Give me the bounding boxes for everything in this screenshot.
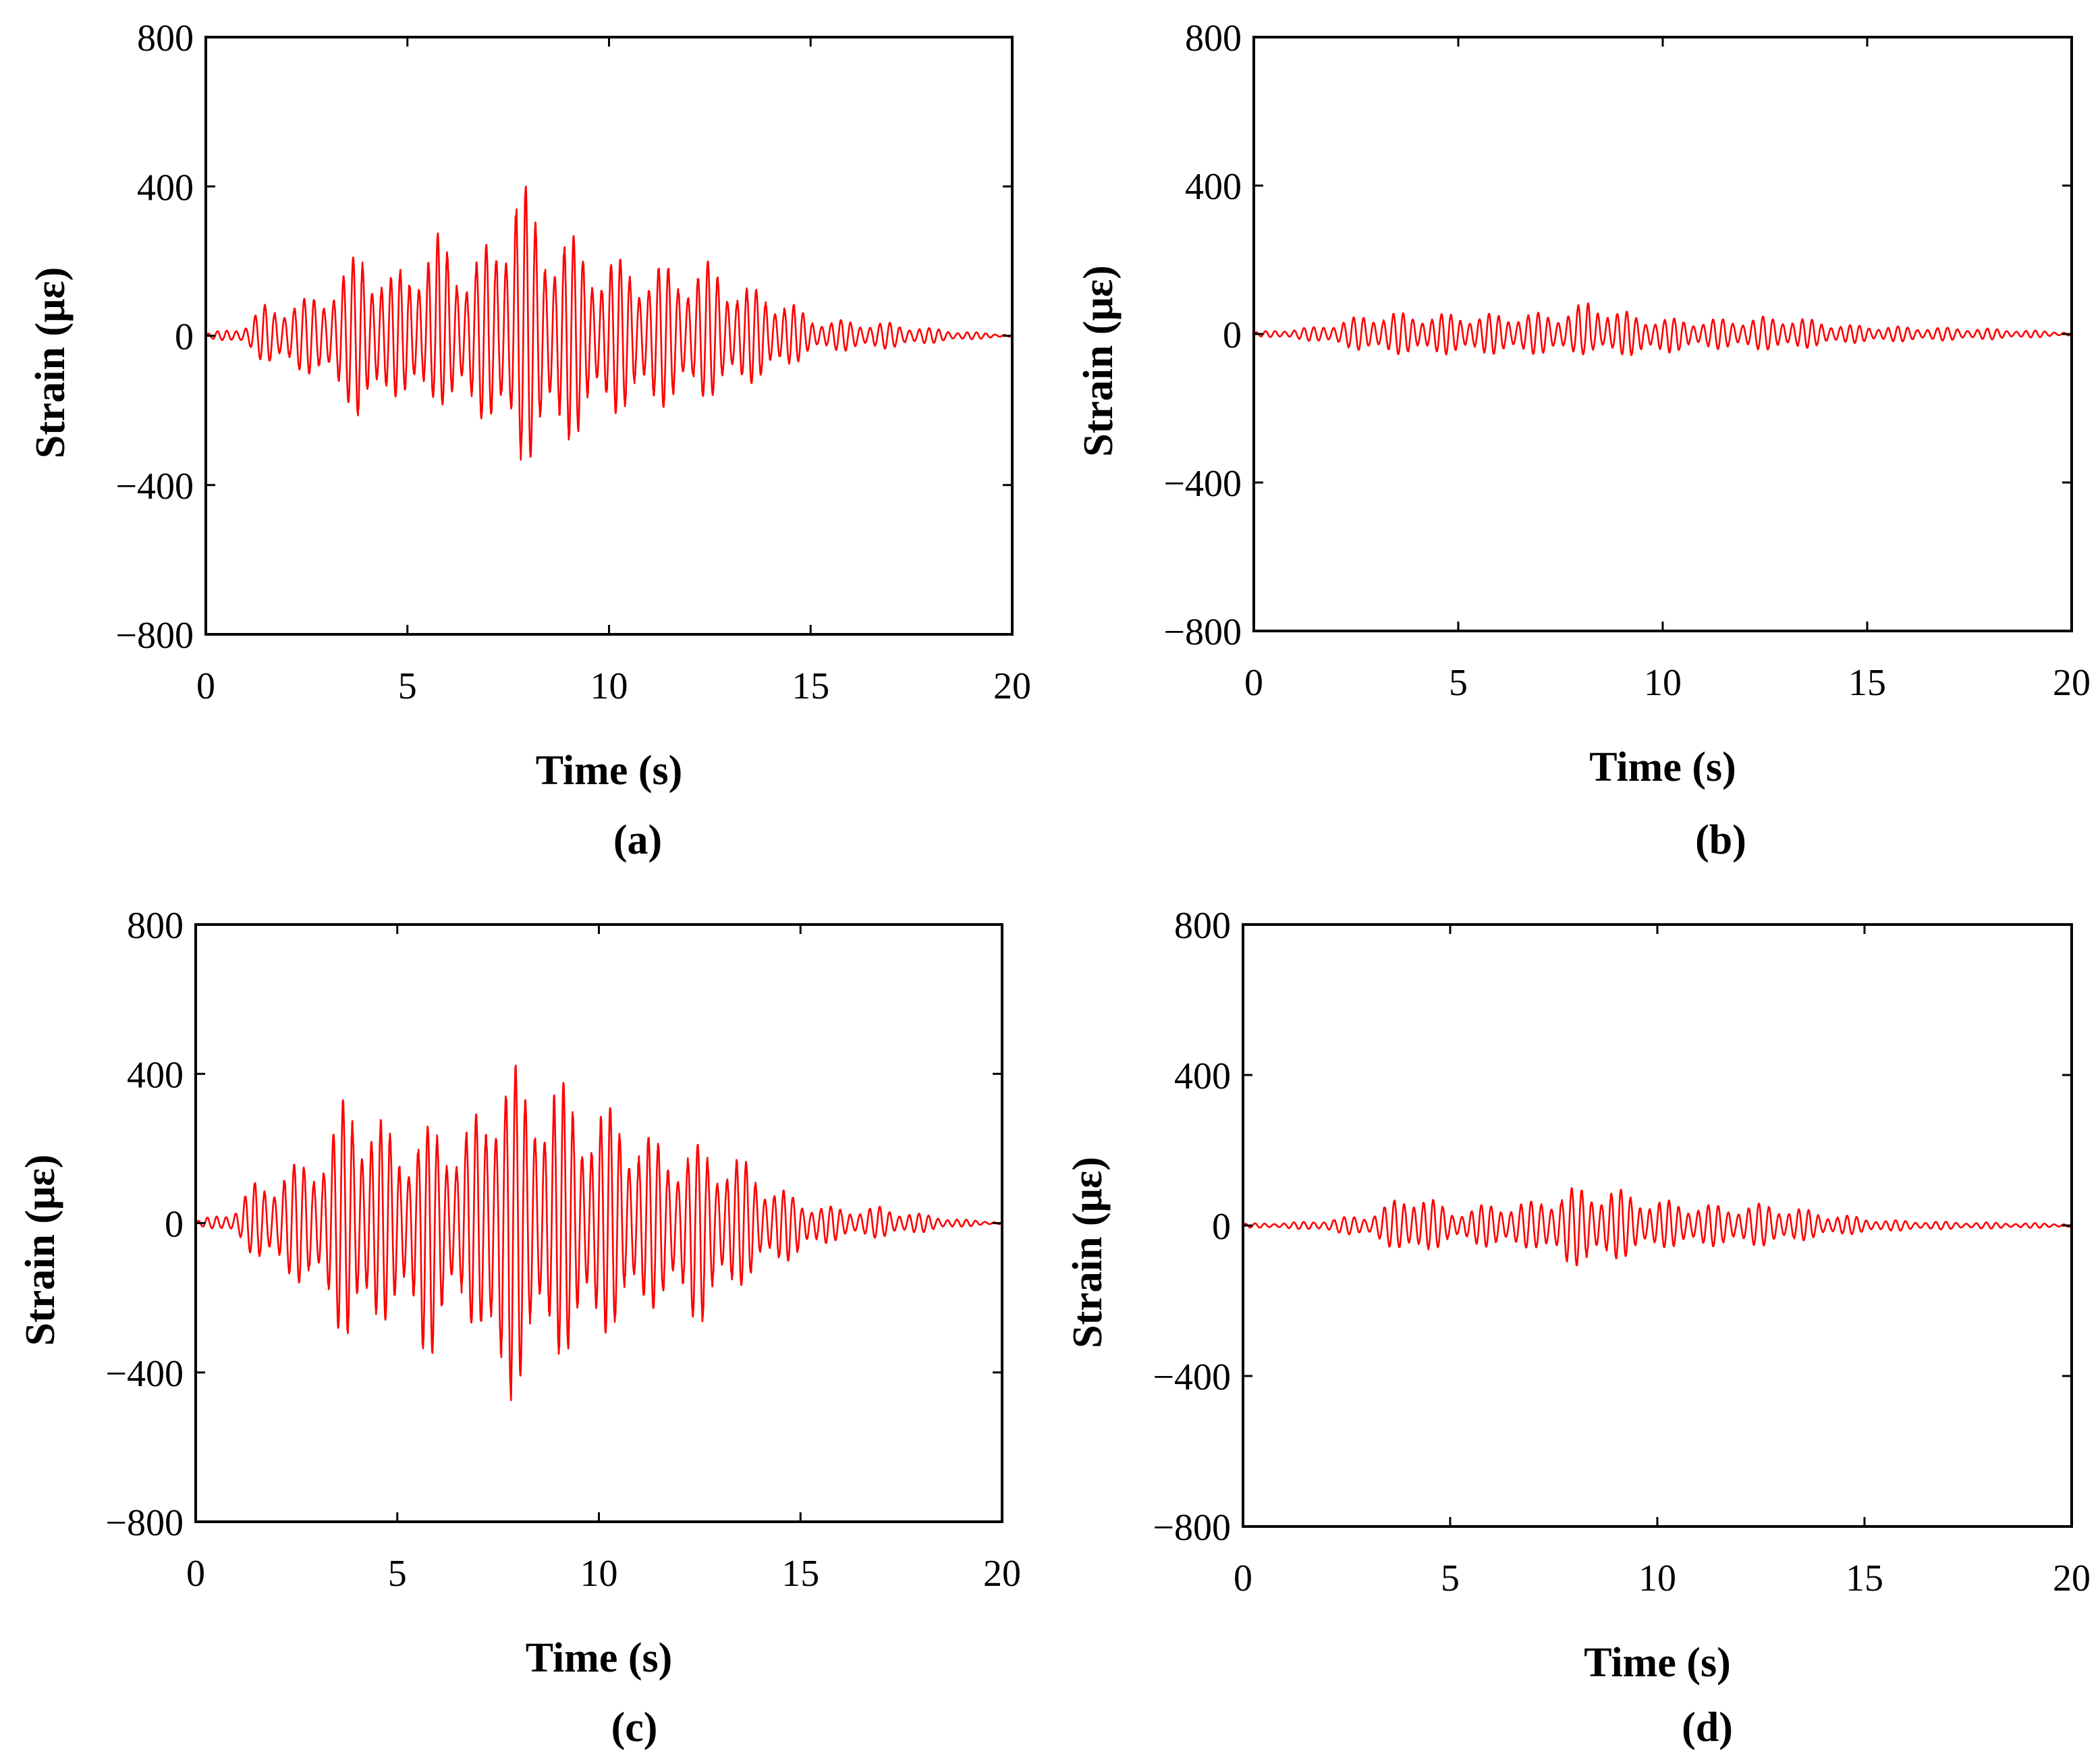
series-line-strain [195,1064,1003,1402]
x-tick-label: 15 [781,1553,819,1595]
panel-label: (d) [1682,1705,1733,1751]
y-tick-label: −800 [105,1502,184,1544]
y-tick-label: 0 [1223,314,1242,356]
y-axis-label: Strain (με) [18,1155,63,1346]
y-tick-label: −800 [115,615,194,657]
x-tick-label: 5 [388,1553,407,1595]
y-axis-label: Strain (με) [28,267,74,459]
x-tick-label: 0 [1234,1558,1252,1599]
series-line-strain [205,186,1013,461]
x-tick-label: 5 [398,665,417,707]
y-tick-label: −400 [1163,463,1242,505]
chart-panel-2: 0 5 10 15 20 −800 −400 0 400 800 Time (s) Strain (μ… [1076,18,2091,863]
x-tick-label: 0 [196,665,215,707]
y-axis-label: Strain (με) [1076,265,1122,457]
y-tick-label: 800 [127,905,184,947]
x-tick-label: 20 [2053,1558,2091,1599]
x-tick-label: 10 [590,665,628,707]
x-tick-label: 15 [1848,662,1886,704]
panel-label: (c) [611,1705,658,1751]
y-tick-label: −400 [105,1353,184,1395]
y-tick-label: 400 [127,1054,184,1096]
x-tick-label: 5 [1449,662,1468,704]
y-tick-label: 0 [165,1204,184,1246]
y-tick-label: 800 [1185,18,1242,59]
x-tick-label: 0 [186,1553,205,1595]
x-tick-label: 15 [1846,1558,1883,1599]
panel-label: (a) [613,817,662,863]
x-tick-label: 5 [1441,1558,1460,1599]
chart-panel-3: 0 5 10 15 20 −800 −400 0 400 800 Time (s) Strain (μ… [18,905,1021,1751]
x-tick-label: 20 [983,1553,1021,1595]
y-tick-label: 400 [1185,166,1242,208]
y-tick-label: 400 [137,167,194,209]
y-axis-label: Strain (με) [1065,1157,1111,1348]
y-tick-label: 0 [175,316,194,358]
y-tick-label: 800 [137,18,194,59]
x-axis-label: Time (s) [1584,1640,1731,1686]
y-tick-label: −400 [115,466,194,507]
series-line-strain [1242,1187,2072,1267]
y-tick-label: 400 [1174,1055,1231,1097]
x-axis-label: Time (s) [536,748,683,794]
x-tick-label: 20 [2053,662,2091,704]
y-tick-label: −400 [1153,1356,1231,1398]
chart-panel-4: 0 5 10 15 20 −800 −400 0 400 800 Time (s) Strain (μ… [1065,905,2091,1751]
x-tick-label: 10 [580,1553,618,1595]
x-tick-label: 15 [792,665,829,707]
x-tick-label: 20 [993,665,1031,707]
y-tick-label: −800 [1153,1507,1231,1549]
y-tick-label: 800 [1174,905,1231,947]
panel-label: (b) [1695,817,1746,863]
x-axis-label: Time (s) [526,1635,673,1681]
y-tick-label: −800 [1163,611,1242,653]
y-tick-label: 0 [1212,1206,1231,1248]
chart-panel-1: 0 5 10 15 20 −800 −400 0 400 800 Time (s) Strain (μ… [28,18,1031,863]
series-line-strain [1253,302,2072,356]
x-axis-label: Time (s) [1589,744,1736,790]
x-tick-label: 10 [1644,662,1682,704]
x-tick-label: 0 [1244,662,1263,704]
x-tick-label: 10 [1638,1558,1676,1599]
